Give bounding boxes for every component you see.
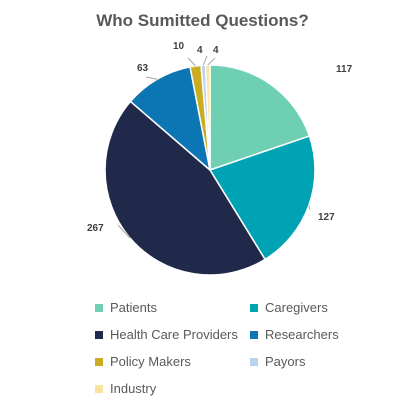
legend-item-industry: Industry: [95, 381, 157, 396]
data-label-health-care-providers: 267: [87, 223, 104, 234]
legend-item-researchers: Researchers: [250, 327, 339, 342]
data-label-industry: 4: [213, 45, 219, 56]
legend-swatch-caregivers: [250, 304, 258, 312]
chart-title: Who Sumitted Questions?: [96, 11, 309, 30]
leader-line-payors: [202, 55, 208, 66]
leader-lines: [117, 55, 311, 239]
leader-line-policy-makers: [187, 57, 196, 67]
legend-label-industry: Industry: [110, 381, 157, 396]
legend-label-patients: Patients: [110, 300, 157, 315]
legend-item-policy-makers: Policy Makers: [95, 354, 191, 369]
legend-swatch-policy-makers: [95, 358, 103, 366]
pie-slice-patients: [209, 64, 311, 172]
legend-label-health-care-providers: Health Care Providers: [110, 327, 238, 342]
legend-label-caregivers: Caregivers: [265, 300, 328, 315]
data-label-patients: 117: [336, 64, 353, 75]
data-label-policy-makers: 10: [173, 41, 185, 52]
data-label-payors: 4: [197, 45, 203, 56]
legend: Patients Caregivers Health Care Providers R…: [95, 300, 339, 396]
legend-swatch-health-care-providers: [95, 331, 103, 339]
leader-line-industry: [207, 57, 216, 66]
pie-slice-researchers: [129, 66, 212, 172]
data-labels: 117 127 267 63 10 4 4: [87, 41, 353, 234]
pie-slice-industry: [204, 64, 211, 171]
pie-slice-caregivers: [208, 135, 316, 261]
legend-item-caregivers: Caregivers: [250, 300, 328, 315]
data-label-researchers: 63: [137, 63, 149, 74]
legend-swatch-patients: [95, 304, 103, 312]
legend-swatch-industry: [95, 385, 103, 393]
legend-item-patients: Patients: [95, 300, 157, 315]
leader-line-caregivers: [308, 205, 311, 211]
legend-label-payors: Payors: [265, 354, 306, 369]
legend-label-policy-makers: Policy Makers: [110, 354, 191, 369]
legend-item-payors: Payors: [250, 354, 306, 369]
legend-item-health-care-providers: Health Care Providers: [95, 327, 238, 342]
leader-line-health-care-providers: [117, 224, 131, 239]
data-label-caregivers: 127: [318, 212, 335, 223]
pie-slices: [104, 64, 316, 276]
leader-line-researchers: [145, 76, 158, 80]
legend-label-researchers: Researchers: [265, 327, 339, 342]
legend-swatch-researchers: [250, 331, 258, 339]
legend-swatch-payors: [250, 358, 258, 366]
